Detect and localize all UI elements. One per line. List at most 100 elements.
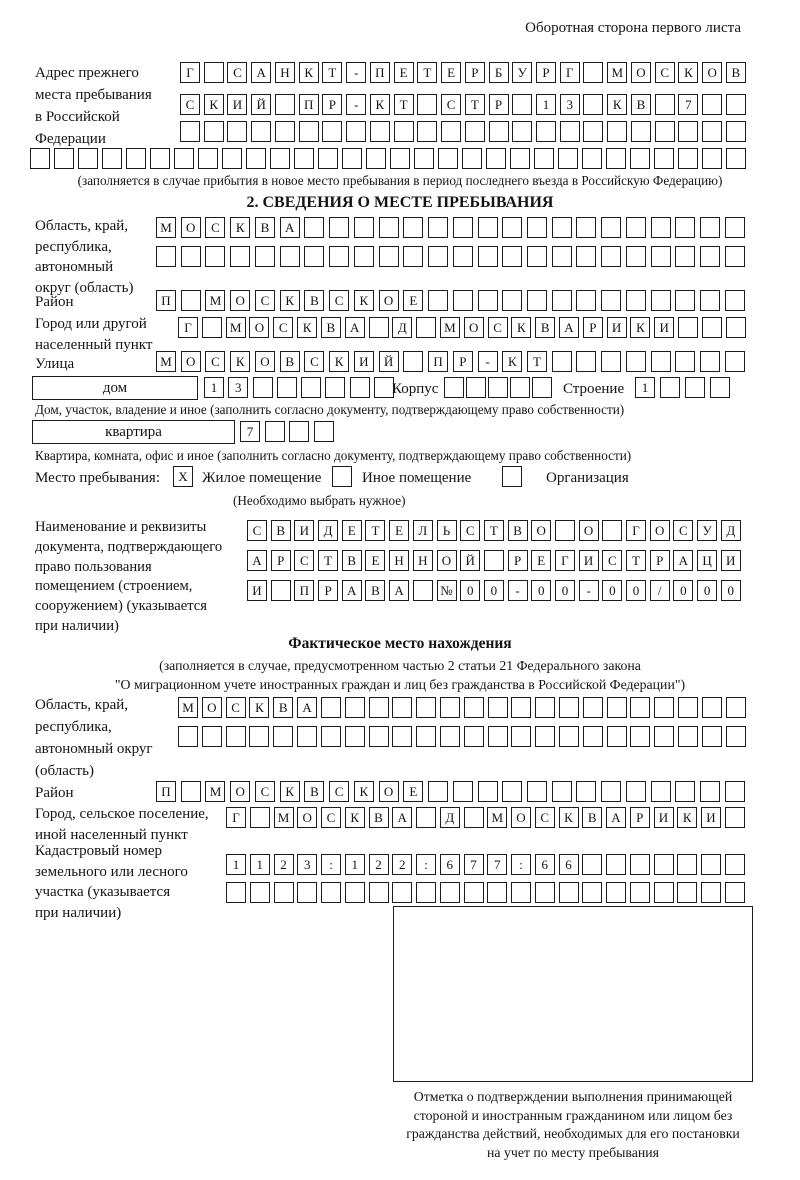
char-box[interactable] xyxy=(700,781,721,802)
char-box[interactable] xyxy=(701,726,722,747)
char-box[interactable] xyxy=(701,697,722,718)
char-box[interactable] xyxy=(252,377,273,398)
char-box[interactable]: В xyxy=(341,550,362,571)
char-box[interactable]: М xyxy=(273,807,294,828)
char-box[interactable] xyxy=(725,697,746,718)
char-box[interactable]: Г xyxy=(554,550,575,571)
char-box[interactable] xyxy=(654,726,675,747)
char-box[interactable] xyxy=(625,246,646,267)
char-box[interactable]: О xyxy=(180,217,201,238)
char-box[interactable] xyxy=(414,148,434,169)
char-box[interactable]: С xyxy=(329,781,350,802)
char-box[interactable] xyxy=(439,726,460,747)
char-box[interactable] xyxy=(313,421,334,442)
char-box[interactable]: В xyxy=(365,580,386,601)
char-box[interactable]: П xyxy=(298,94,319,115)
char-box[interactable] xyxy=(378,246,399,267)
char-box[interactable] xyxy=(488,121,509,142)
char-box[interactable] xyxy=(444,377,464,398)
char-box[interactable]: О xyxy=(630,62,651,83)
char-box[interactable] xyxy=(607,121,628,142)
char-box[interactable]: 0 xyxy=(626,580,646,601)
char-box[interactable] xyxy=(654,148,674,169)
char-box[interactable]: О xyxy=(297,807,318,828)
char-box[interactable] xyxy=(630,726,651,747)
char-box[interactable] xyxy=(477,781,498,802)
char-box[interactable] xyxy=(298,121,319,142)
char-box[interactable]: А xyxy=(247,550,267,571)
char-box[interactable] xyxy=(554,520,575,541)
char-box[interactable] xyxy=(390,148,410,169)
char-box[interactable] xyxy=(369,121,390,142)
char-box[interactable]: - xyxy=(477,351,498,372)
char-box[interactable] xyxy=(502,217,523,238)
char-box[interactable] xyxy=(30,148,50,169)
char-box[interactable]: К xyxy=(353,290,374,311)
char-box[interactable]: М xyxy=(156,351,176,372)
char-box[interactable]: М xyxy=(487,807,508,828)
char-box[interactable] xyxy=(279,246,300,267)
char-box[interactable] xyxy=(174,148,194,169)
char-box[interactable] xyxy=(653,882,674,903)
char-box[interactable] xyxy=(54,148,74,169)
char-box[interactable] xyxy=(625,217,646,238)
char-box[interactable] xyxy=(606,148,626,169)
char-box[interactable]: М xyxy=(205,290,226,311)
char-box[interactable]: И xyxy=(227,94,248,115)
char-box[interactable] xyxy=(701,317,722,338)
char-box[interactable] xyxy=(650,290,671,311)
char-box[interactable] xyxy=(344,697,365,718)
char-box[interactable] xyxy=(532,377,552,398)
char-box[interactable] xyxy=(225,726,246,747)
char-box[interactable]: О xyxy=(230,781,251,802)
char-box[interactable]: 0 xyxy=(602,580,623,601)
char-box[interactable]: № xyxy=(436,580,457,601)
char-box[interactable]: М xyxy=(205,781,226,802)
char-box[interactable] xyxy=(273,726,294,747)
char-box[interactable] xyxy=(629,854,650,875)
char-box[interactable]: П xyxy=(156,290,176,311)
char-box[interactable] xyxy=(353,246,374,267)
char-box[interactable] xyxy=(270,580,291,601)
char-box[interactable]: : xyxy=(416,854,436,875)
char-box[interactable] xyxy=(630,697,651,718)
char-box[interactable] xyxy=(551,246,572,267)
char-box[interactable] xyxy=(463,807,484,828)
char-box[interactable]: О xyxy=(463,317,484,338)
char-box[interactable] xyxy=(477,290,498,311)
char-box[interactable]: Й xyxy=(251,94,272,115)
char-box[interactable] xyxy=(551,290,572,311)
char-box[interactable]: - xyxy=(346,94,367,115)
char-box[interactable]: В xyxy=(254,217,275,238)
char-box[interactable]: Г xyxy=(559,62,580,83)
char-box[interactable]: С xyxy=(227,62,248,83)
char-box[interactable] xyxy=(487,697,508,718)
char-box[interactable]: 1 xyxy=(635,377,655,398)
char-box[interactable]: 7 xyxy=(240,421,260,442)
char-box[interactable]: 6 xyxy=(558,854,579,875)
char-box[interactable] xyxy=(428,246,449,267)
document-row-3[interactable]: И П Р А В А № 0 0-0 0-0 0/0 0 0 xyxy=(247,580,741,601)
cadastral-row-2[interactable] xyxy=(226,882,745,903)
char-box[interactable] xyxy=(654,121,675,142)
char-box[interactable]: К xyxy=(329,351,350,372)
char-box[interactable]: Н xyxy=(274,62,295,83)
char-box[interactable] xyxy=(527,217,548,238)
char-box[interactable]: С xyxy=(460,520,481,541)
char-box[interactable]: И xyxy=(353,351,374,372)
char-box[interactable] xyxy=(230,246,251,267)
char-box[interactable] xyxy=(318,148,338,169)
char-box[interactable] xyxy=(660,377,680,398)
char-box[interactable]: Д xyxy=(720,520,741,541)
char-box[interactable]: Г xyxy=(180,62,200,83)
char-box[interactable] xyxy=(685,377,705,398)
char-box[interactable]: Р xyxy=(318,580,339,601)
char-box[interactable] xyxy=(368,697,389,718)
char-box[interactable]: С xyxy=(673,520,694,541)
char-box[interactable]: Ь xyxy=(436,520,457,541)
char-box[interactable] xyxy=(203,121,224,142)
char-box[interactable] xyxy=(535,726,556,747)
apartment-type-box[interactable]: квартира xyxy=(32,420,235,444)
char-box[interactable] xyxy=(180,290,201,311)
